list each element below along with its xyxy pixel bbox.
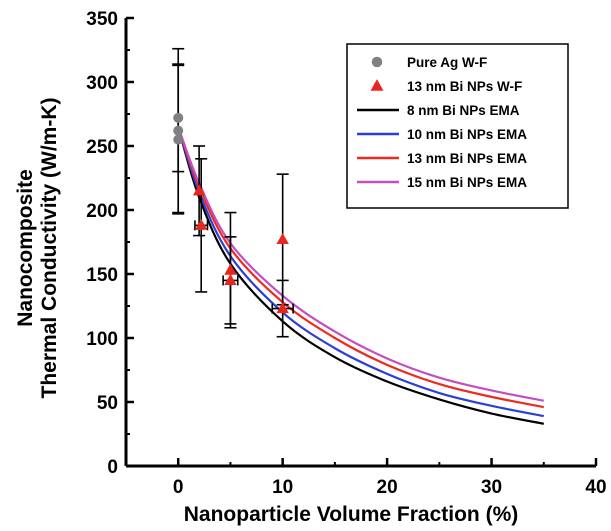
data-point-13-nm-bi-nps-w-f — [276, 302, 289, 314]
data-point-13-nm-bi-nps-w-f — [195, 218, 208, 230]
legend-label: 10 nm Bi NPs EMA — [407, 127, 527, 142]
legend-entry-13-nm-bi-nps-w-f: 13 nm Bi NPs W-F — [370, 79, 522, 94]
x-axis-title: Nanoparticle Volume Fraction (%) — [184, 503, 519, 526]
legend-box — [346, 43, 569, 209]
y-tick-label: 150 — [86, 265, 118, 286]
y-axis-title: Nanocomposite — [14, 169, 37, 327]
series-line-13-nm-bi-nps-ema — [177, 126, 544, 409]
series-line-10-nm-bi-nps-ema — [177, 126, 544, 418]
legend-label: Pure Ag W-F — [407, 55, 487, 70]
legend-entry-15-nm-bi-nps-ema: 15 nm Bi NPs EMA — [357, 175, 527, 190]
axes: 0 50 100 150 200 250 300 350 0 10 20 30 40 Nanopartic… — [14, 9, 607, 526]
data-point-13-nm-bi-nps-w-f — [224, 273, 237, 285]
y-tick-label: 250 — [86, 137, 118, 158]
data-point-13-nm-bi-nps-w-f — [192, 184, 206, 196]
legend-label: 13 nm Bi NPs W-F — [407, 79, 522, 94]
x-tick-label: 10 — [272, 477, 293, 498]
legend-entry-13-nm-bi-nps-ema: 13 nm Bi NPs EMA — [357, 151, 527, 166]
data-point-13-nm-bi-nps-w-f — [224, 263, 237, 275]
series-line-15-nm-bi-nps-ema — [177, 126, 544, 402]
data-point-pure-ag-w-f — [173, 125, 184, 136]
data-point-pure-ag-w-f — [173, 134, 184, 145]
legend-marker — [370, 79, 384, 91]
data-point-13-nm-bi-nps-w-f — [276, 232, 289, 244]
legend: Pure Ag W-F 13 nm Bi NPs W-F 8 nm Bi NPs E… — [346, 43, 569, 209]
legend-marker — [371, 56, 383, 68]
data-point-pure-ag-w-f — [173, 112, 184, 123]
legend-entry-8-nm-bi-nps-ema: 8 nm Bi NPs EMA — [357, 103, 520, 118]
x-tick-label: 30 — [481, 477, 502, 498]
legend-label: 15 nm Bi NPs EMA — [407, 175, 527, 190]
legend-entry-10-nm-bi-nps-ema: 10 nm Bi NPs EMA — [357, 127, 527, 142]
series-line-8-nm-bi-nps-ema — [177, 126, 544, 425]
y-tick-label: 100 — [86, 329, 118, 350]
x-tick-label: 40 — [585, 477, 606, 498]
y-tick-label: 350 — [86, 9, 118, 30]
y-axis-title: Thermal Conductivity (W/m-K) — [38, 97, 61, 398]
legend-entry-pure-ag-w-f: Pure Ag W-F — [371, 55, 487, 70]
plot-area — [172, 47, 544, 425]
x-tick-label: 20 — [377, 477, 398, 498]
x-tick-label: 0 — [173, 477, 184, 498]
legend-label: 8 nm Bi NPs EMA — [407, 103, 520, 118]
y-tick-label: 50 — [97, 393, 118, 414]
y-tick-label: 300 — [86, 73, 118, 94]
legend-label: 13 nm Bi NPs EMA — [407, 151, 527, 166]
y-tick-label: 200 — [86, 201, 118, 222]
y-tick-label: 0 — [107, 457, 118, 478]
